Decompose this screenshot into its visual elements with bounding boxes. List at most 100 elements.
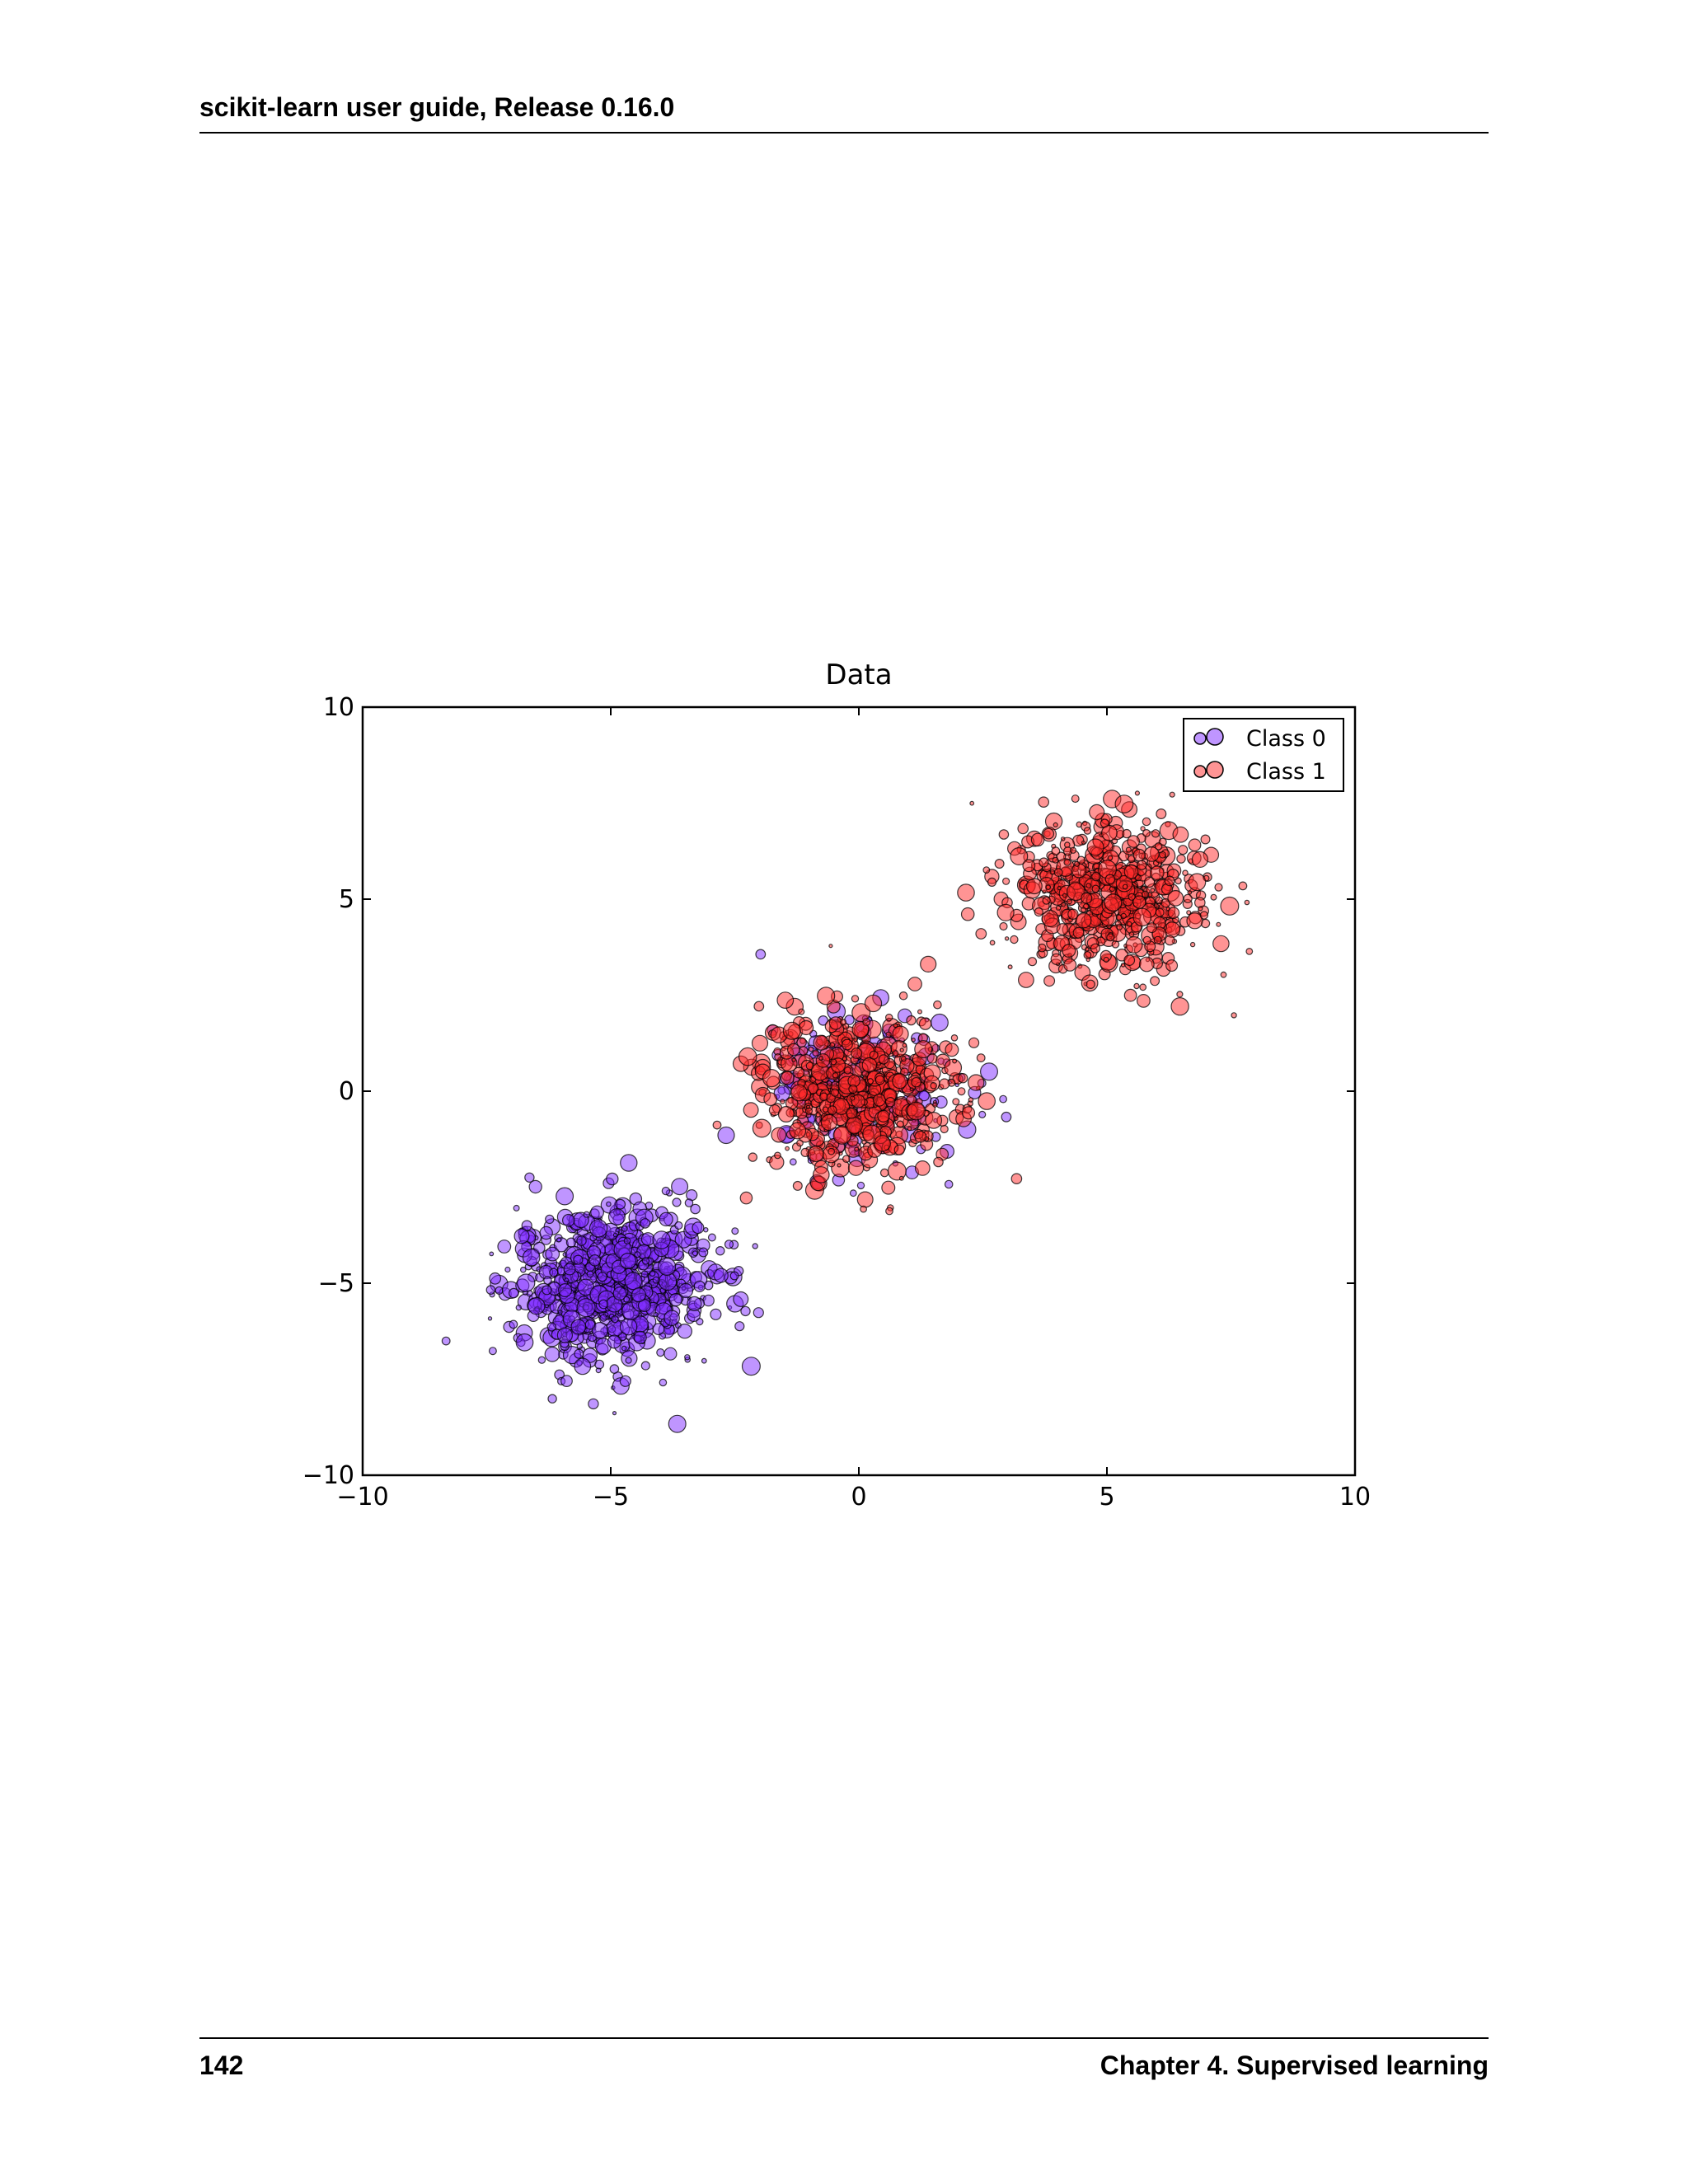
data-point-class-1	[1123, 864, 1139, 879]
data-point-class-0	[545, 1246, 560, 1262]
data-point-class-1	[851, 995, 860, 1003]
data-point-class-1	[1170, 997, 1189, 1016]
data-point-class-1	[1142, 828, 1151, 837]
data-point-class-1	[807, 1145, 824, 1162]
data-point-class-0	[545, 1214, 555, 1225]
data-point-class-0	[674, 1221, 683, 1230]
data-point-class-0	[678, 1282, 694, 1299]
scatter-chart: Data −10 −5 0 5 10 −10 −5 0 5 10 Class 0 Class 1	[302, 658, 1371, 1511]
data-point-class-1	[837, 1163, 842, 1168]
data-point-class-1	[1039, 857, 1049, 868]
data-point-class-1	[893, 1116, 899, 1122]
data-point-class-1	[829, 1042, 836, 1048]
data-point-class-1	[1041, 910, 1059, 928]
data-point-class-1	[1106, 933, 1115, 942]
data-point-class-0	[649, 1270, 656, 1277]
data-point-class-1	[1134, 790, 1141, 796]
data-point-class-1	[1216, 921, 1221, 927]
data-point-class-1	[1076, 855, 1085, 865]
data-point-class-1	[899, 1047, 904, 1052]
data-point-class-1	[1072, 926, 1085, 939]
data-point-class-1	[1133, 982, 1140, 990]
data-point-class-0	[557, 1310, 563, 1315]
data-point-class-1	[789, 1122, 807, 1140]
data-point-class-1	[842, 1038, 853, 1051]
data-point-class-1	[1188, 838, 1202, 852]
data-point-class-0	[584, 1319, 596, 1330]
data-point-class-1	[1043, 827, 1055, 840]
data-point-class-1	[1085, 883, 1092, 888]
data-point-class-1	[1155, 907, 1165, 917]
data-point-class-1	[898, 1175, 904, 1181]
data-point-class-1	[906, 1015, 917, 1026]
data-point-class-1	[987, 877, 997, 887]
data-point-class-1	[808, 1046, 814, 1052]
data-point-class-1	[1045, 884, 1052, 891]
data-point-class-1	[853, 1037, 858, 1043]
data-point-class-1	[1125, 936, 1143, 954]
data-point-class-0	[606, 1172, 619, 1186]
data-point-class-1	[1123, 954, 1136, 967]
figure: Data −10 −5 0 5 10 −10 −5 0 5 10 Class 0 Class 1	[280, 651, 1434, 1533]
data-point-class-1	[950, 1033, 959, 1042]
data-point-class-1	[854, 1146, 860, 1152]
data-point-class-1	[851, 1047, 862, 1059]
data-point-class-1	[1026, 878, 1043, 895]
ticks-layer: −10 −5 0 5 10 −10 −5 0 5 10	[302, 693, 1371, 1511]
data-point-class-0	[755, 949, 767, 960]
data-point-class-0	[612, 1410, 617, 1416]
data-point-class-0	[659, 1378, 668, 1387]
data-point-class-0	[574, 1357, 592, 1376]
data-point-class-1	[892, 1025, 909, 1043]
data-point-class-1	[1187, 890, 1193, 895]
points-layer	[441, 790, 1254, 1433]
data-point-class-1	[739, 1191, 753, 1205]
data-point-class-0	[488, 1347, 497, 1356]
data-point-class-0	[564, 1277, 570, 1283]
data-point-class-0	[684, 1354, 691, 1361]
data-point-class-0	[588, 1254, 601, 1267]
data-point-class-0	[856, 1181, 865, 1190]
data-point-class-1	[1141, 890, 1149, 898]
data-point-class-1	[925, 1112, 943, 1129]
data-point-class-1	[885, 1207, 893, 1216]
data-point-class-1	[961, 1106, 976, 1120]
data-point-class-1	[1042, 896, 1051, 905]
data-point-class-1	[1191, 851, 1209, 868]
data-point-class-0	[524, 1172, 535, 1183]
data-point-class-1	[978, 1092, 996, 1110]
data-point-class-1	[917, 1009, 922, 1015]
data-point-class-1	[885, 1031, 892, 1038]
data-point-class-1	[1154, 842, 1163, 851]
data-point-class-1	[1010, 847, 1029, 866]
data-point-class-1	[1067, 882, 1085, 902]
data-point-class-1	[1027, 957, 1038, 967]
page-number: 142	[199, 2050, 244, 2080]
data-point-class-0	[641, 1257, 650, 1265]
data-point-class-0	[713, 1268, 729, 1283]
data-point-class-1	[1038, 796, 1049, 808]
data-point-class-1	[902, 1043, 907, 1048]
data-point-class-1	[812, 1166, 830, 1183]
data-point-class-0	[543, 1276, 552, 1285]
data-point-class-1	[1150, 888, 1156, 893]
data-point-class-1	[1089, 804, 1105, 820]
data-point-class-0	[558, 1282, 573, 1297]
data-point-class-0	[663, 1347, 678, 1361]
data-point-class-1	[932, 1102, 938, 1108]
data-point-class-1	[1067, 908, 1079, 920]
data-point-class-1	[874, 1135, 891, 1152]
data-point-class-1	[1083, 951, 1092, 959]
data-point-class-0	[753, 1307, 764, 1319]
data-point-class-1	[920, 955, 937, 972]
data-point-class-0	[1001, 1111, 1012, 1122]
data-point-class-1	[1115, 874, 1133, 893]
data-point-class-1	[1049, 869, 1056, 875]
data-point-class-0	[668, 1414, 687, 1433]
data-point-class-0	[703, 1227, 709, 1233]
data-point-class-0	[668, 1292, 682, 1307]
data-point-class-1	[1189, 941, 1196, 948]
data-point-class-1	[1114, 794, 1134, 814]
data-point-class-0	[509, 1319, 518, 1329]
data-point-class-1	[798, 1046, 809, 1056]
